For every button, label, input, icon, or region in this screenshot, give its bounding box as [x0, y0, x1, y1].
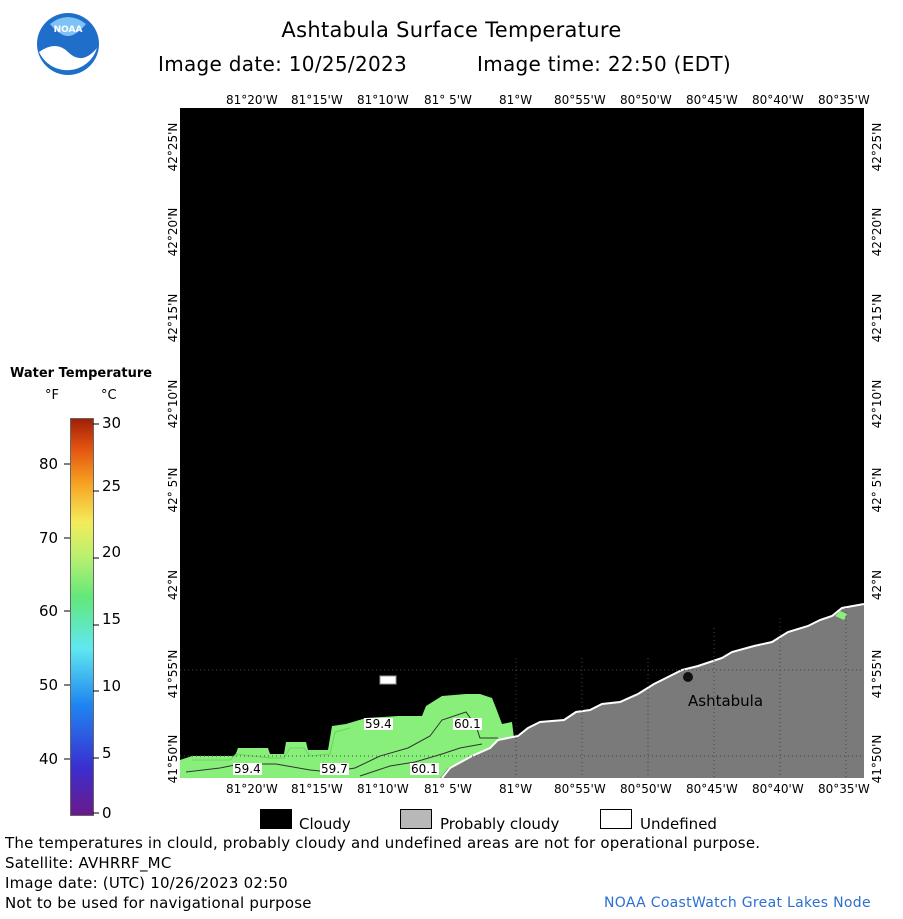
- lon-tick-top: 80°35'W: [818, 93, 870, 107]
- lon-tick-top: 80°50'W: [620, 93, 672, 107]
- lat-tick-right: 42°25'N: [870, 122, 884, 172]
- lon-tick-bottom: 81°W: [499, 782, 533, 796]
- legend-c-value: 15: [102, 610, 122, 628]
- contour-label: 60.1: [410, 762, 439, 776]
- contour-label: 59.7: [320, 762, 349, 776]
- color-scale-ticks: [64, 423, 99, 814]
- land-area: [440, 604, 864, 778]
- lon-tick-bottom: 80°35'W: [818, 782, 870, 796]
- legend-c-value: 0: [102, 804, 112, 822]
- lat-tick-right: 42°10'N: [870, 379, 884, 429]
- noaa-logo-text: NOAA: [54, 25, 83, 35]
- map-title: Ashtabula Surface Temperature: [281, 18, 622, 42]
- lat-tick-left: 42°15'N: [166, 293, 180, 343]
- footer-credit: NOAA CoastWatch Great Lakes Node: [604, 895, 871, 911]
- contour-label: 59.4: [233, 762, 262, 776]
- key-undefined-swatch: [600, 809, 632, 829]
- legend-c-value: 30: [102, 414, 122, 432]
- lat-tick-right: 42°15'N: [870, 293, 884, 343]
- legend-f-value: 80: [39, 455, 59, 473]
- footer-nav-warning: Not to be used for navigational purpose: [5, 894, 312, 912]
- lat-tick-left: 41°50'N: [166, 734, 180, 784]
- legend-f-value: 40: [39, 750, 59, 768]
- legend-c-value: 25: [102, 477, 122, 495]
- lon-tick-bottom: 81°10'W: [357, 782, 409, 796]
- lon-tick-top: 81°W: [499, 93, 533, 107]
- lat-tick-left: 42°N: [166, 569, 180, 601]
- lon-tick-bottom: 81°20'W: [226, 782, 278, 796]
- lat-tick-right: 42°20'N: [870, 207, 884, 257]
- key-cloudy-swatch: [260, 809, 292, 829]
- ashtabula-marker-icon: [683, 672, 693, 682]
- legend-title: Water Temperature: [10, 366, 153, 381]
- lon-tick-top: 81° 5'W: [424, 93, 472, 107]
- lon-tick-top: 80°55'W: [554, 93, 606, 107]
- noaa-logo-icon: NOAA: [37, 13, 99, 75]
- lon-tick-top: 80°40'W: [752, 93, 804, 107]
- legend-f-value: 60: [39, 602, 59, 620]
- key-probably-cloudy-label: Probably cloudy: [440, 815, 560, 833]
- legend-f-value: 70: [39, 529, 59, 547]
- legend-c-value: 20: [102, 543, 122, 561]
- key-probably-cloudy-swatch: [400, 809, 432, 829]
- lat-tick-right: 41°55'N: [870, 649, 884, 699]
- footer-satellite: Satellite: AVHRRF_MC: [5, 854, 172, 872]
- lat-tick-left: 41°55'N: [166, 649, 180, 699]
- image-time: Image time: 22:50 (EDT): [477, 52, 732, 76]
- legend-unit-c: °C: [101, 388, 117, 403]
- lon-tick-top: 81°15'W: [291, 93, 343, 107]
- lon-tick-bottom: 81°15'W: [291, 782, 343, 796]
- lat-tick-left: 42°20'N: [166, 207, 180, 257]
- key-undefined-label: Undefined: [640, 815, 717, 833]
- lon-tick-bottom: 80°40'W: [752, 782, 804, 796]
- graticule: [180, 608, 864, 778]
- lon-tick-bottom: 81° 5'W: [424, 782, 472, 796]
- footer-utc-date: Image date: (UTC) 10/26/2023 02:50: [5, 874, 288, 892]
- lon-tick-bottom: 80°45'W: [686, 782, 738, 796]
- lon-tick-top: 81°10'W: [357, 93, 409, 107]
- contour-label: 60.1: [453, 717, 482, 731]
- place-label-ashtabula: Ashtabula: [688, 692, 764, 710]
- legend-unit-f: °F: [45, 388, 59, 403]
- undefined-patch: [379, 675, 397, 685]
- lat-tick-left: 42° 5'N: [166, 467, 180, 513]
- lat-tick-right: 41°50'N: [870, 734, 884, 784]
- map-panel: [180, 108, 864, 778]
- footer-note: The temperatures in clould, probably clo…: [5, 834, 761, 852]
- lat-tick-left: 42°10'N: [166, 379, 180, 429]
- key-cloudy-label: Cloudy: [299, 815, 351, 833]
- legend-c-value: 5: [102, 744, 112, 762]
- lon-tick-top: 81°20'W: [226, 93, 278, 107]
- legend-c-value: 10: [102, 677, 122, 695]
- lon-tick-bottom: 80°55'W: [554, 782, 606, 796]
- color-scale-bar: [70, 418, 94, 816]
- lat-tick-right: 42° 5'N: [870, 467, 884, 513]
- image-date: Image date: 10/25/2023: [158, 52, 408, 76]
- lon-tick-top: 80°45'W: [686, 93, 738, 107]
- lat-tick-left: 42°25'N: [166, 122, 180, 172]
- lat-tick-right: 42°N: [870, 569, 884, 601]
- lon-tick-bottom: 80°50'W: [620, 782, 672, 796]
- contour-label: 59.4: [364, 717, 393, 731]
- legend-f-value: 50: [39, 676, 59, 694]
